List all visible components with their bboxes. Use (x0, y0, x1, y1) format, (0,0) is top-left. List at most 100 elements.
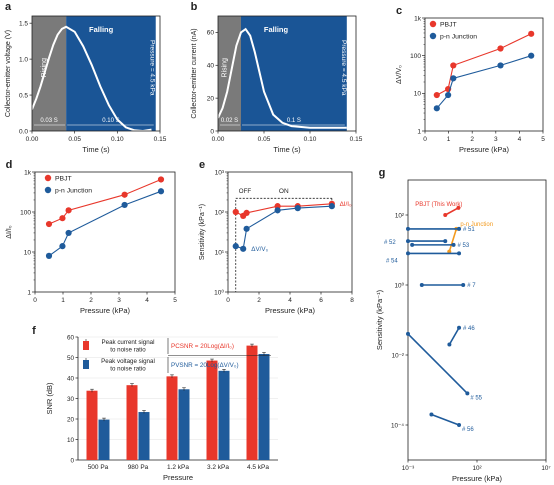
x-tick-label: 3 (117, 297, 121, 304)
data-point-blue (451, 242, 456, 247)
y-tick-label: 100 (410, 53, 421, 60)
panel-b: b Rising Falling Pressure = 4.5 kPa 0.02 S 0.… (191, 1, 363, 154)
x-tick-label: 0.00 (26, 136, 39, 143)
legend-label: p-n Junction (55, 187, 92, 194)
bar-red (166, 376, 178, 460)
x-tick-label: 1 (447, 136, 451, 143)
fall-duration-label: 0.1 S (287, 118, 301, 124)
data-point-blue (274, 207, 281, 214)
y-tick-label: 100 (20, 209, 31, 216)
pressure-label: Pressure = 4.5 kPa (149, 40, 156, 96)
y-tick-label: 40 (67, 375, 75, 382)
x-tick-label: 8 (350, 297, 354, 304)
bar-blue (98, 419, 110, 460)
x-tick-label: 0.05 (68, 136, 81, 143)
x-tick-label: 4 (288, 297, 292, 304)
x-tick-label: 2 (470, 136, 474, 143)
x-tick-label: 980 Pa (128, 464, 149, 471)
legend-label: p-n Junction (440, 33, 477, 40)
x-tick-label: 2 (89, 297, 93, 304)
data-point-blue (447, 342, 452, 347)
on-label: ON (279, 188, 289, 195)
series-label: # 46 (463, 326, 475, 332)
x-axis-label: Time (s) (82, 145, 110, 154)
y-tick-label: 1 (27, 289, 31, 296)
y-tick-label: 10⁰ (394, 282, 404, 289)
x-axis-label: Pressure (163, 473, 193, 482)
bar-red (126, 385, 138, 460)
legend-swatch-blue (83, 360, 89, 369)
series-line-blue (407, 333, 468, 394)
data-point-blue (443, 239, 448, 244)
data-point-blue (45, 252, 53, 259)
x-tick-label: 1.2 kPa (167, 464, 189, 471)
x-tick-label: 4 (518, 136, 522, 143)
data-point-red (528, 30, 535, 37)
data-point-red (121, 191, 128, 198)
data-point-red (443, 213, 448, 217)
legend-label: PBJT (440, 21, 457, 28)
y-tick-label: 60 (67, 334, 75, 341)
series-label: # 55 (470, 395, 482, 401)
falling-label: Falling (89, 25, 114, 34)
bar-blue (258, 354, 270, 460)
plot-frame (31, 15, 161, 132)
data-point-blue (457, 423, 462, 427)
y-tick-label: 20 (207, 95, 215, 102)
y-tick-label: 10³ (215, 169, 225, 176)
plot-frame (34, 171, 176, 293)
y-axis-label: ΔV/V₀ (396, 65, 403, 84)
off-label: OFF (239, 188, 252, 195)
x-axis-label: Pressure (kPa) (452, 474, 503, 483)
y-tick-label: 0 (210, 128, 214, 135)
panel-label: e (199, 159, 205, 171)
y-tick-label: 10⁰ (214, 288, 224, 296)
data-point-blue (121, 201, 128, 209)
panel-label: a (5, 1, 12, 13)
panel-label: g (379, 167, 386, 179)
series-label: # 7 (467, 283, 476, 289)
series-label: # 52 (384, 240, 396, 246)
legend-label: Peak voltage signal (101, 358, 155, 365)
y-axis-label: ΔI/I₀ (6, 225, 13, 239)
x-tick-label: 4.5 kPa (247, 464, 269, 471)
data-point-blue (528, 52, 535, 59)
bar-blue (178, 389, 190, 460)
x-tick-label: 2 (257, 297, 261, 304)
y-axis-label: SNR (dB) (45, 382, 54, 415)
pressure-label: Pressure = 4.5 kPa (340, 40, 347, 96)
data-point-blue (429, 412, 434, 417)
data-point-red (65, 207, 72, 214)
series-label: PBJT (This Work) (415, 202, 462, 208)
x-axis-label: Pressure (kPa) (265, 306, 316, 315)
falling-region (241, 16, 347, 131)
y-tick-label: 30 (67, 396, 75, 403)
data-point-blue (465, 391, 470, 396)
data-point-blue (457, 325, 462, 330)
plot-frame (424, 17, 544, 132)
falling-label: Falling (264, 25, 289, 34)
y-tick-label: 10⁻⁴ (391, 422, 404, 429)
y-tick-label: 0.0 (19, 128, 28, 135)
series-label: # 54 (386, 258, 398, 264)
series-label: # 53 (458, 243, 470, 249)
x-tick-label: 10² (472, 465, 481, 472)
y-tick-label: 1 (417, 128, 421, 135)
panel-f: f 0 10 20 30 40 50 60 500 Pa 980 Pa 1.2 kPa 3.2 kPa… (32, 325, 278, 482)
fall-duration-label: 0.10 S (102, 118, 119, 124)
data-point-red (59, 215, 66, 222)
y-tick-label: 10 (24, 249, 32, 256)
plot-frame (217, 15, 357, 132)
data-point-blue (406, 226, 410, 231)
legend-marker-blue (44, 186, 52, 194)
bar-red (86, 390, 98, 460)
data-point-red (45, 220, 53, 228)
rise-duration-label: 0.03 S (40, 118, 57, 124)
data-point-blue (157, 188, 165, 195)
y-tick-label: 40 (207, 63, 215, 70)
x-tick-label: 5 (541, 136, 545, 143)
x-tick-label: 10⁷ (541, 465, 551, 472)
data-point-blue (65, 229, 72, 237)
